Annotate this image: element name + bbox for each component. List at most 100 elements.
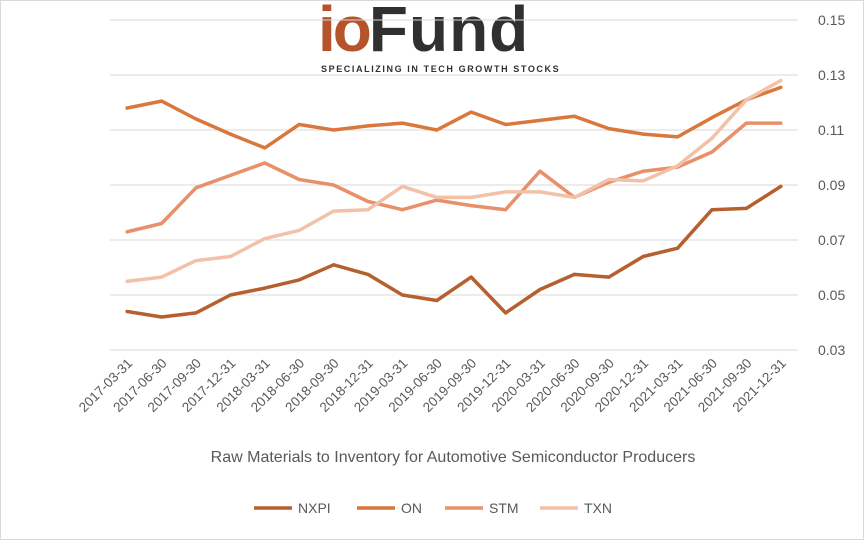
data-point — [400, 293, 404, 297]
data-point — [779, 121, 783, 125]
data-point — [469, 204, 473, 208]
data-point — [676, 164, 680, 168]
y-tick-label: 0.03 — [818, 342, 845, 358]
data-point — [228, 254, 232, 259]
data-point — [194, 186, 198, 190]
data-point — [779, 184, 783, 188]
data-point — [332, 209, 336, 213]
legend-item-stm: STM — [445, 500, 519, 516]
data-point — [297, 122, 301, 127]
data-point — [228, 293, 232, 297]
data-point — [641, 179, 645, 183]
logo-fund: Fund — [368, 0, 530, 65]
data-point — [263, 286, 267, 290]
data-point — [297, 177, 301, 182]
data-point — [710, 136, 714, 140]
data-point — [263, 237, 267, 241]
data-point — [366, 272, 370, 276]
y-tick-label: 0.05 — [818, 287, 845, 303]
data-point — [641, 132, 645, 136]
data-point — [744, 98, 749, 102]
data-point — [504, 311, 508, 315]
data-point — [332, 128, 336, 132]
series-line-stm — [125, 121, 783, 234]
logo-tagline: SPECIALIZING IN TECH GROWTH STOCKS — [321, 64, 561, 74]
data-point — [538, 169, 542, 173]
data-point — [744, 206, 749, 210]
data-point — [160, 275, 164, 279]
legend-label: STM — [489, 500, 519, 516]
series-stm — [125, 121, 783, 234]
data-point — [572, 114, 577, 118]
legend-label: ON — [401, 500, 422, 516]
y-tick-label: 0.15 — [818, 12, 845, 28]
data-point — [538, 190, 542, 194]
data-point — [160, 315, 164, 319]
data-point — [332, 183, 336, 187]
data-point — [125, 279, 129, 283]
data-point — [469, 110, 473, 114]
y-axis-ticks: 0.03 0.05 0.07 0.09 0.11 0.13 0.15 — [818, 12, 845, 358]
series-on — [125, 85, 783, 150]
data-point — [332, 263, 336, 267]
data-point — [779, 85, 783, 89]
data-point — [676, 135, 680, 139]
data-point — [194, 259, 198, 263]
data-point — [538, 118, 542, 122]
legend-label: NXPI — [298, 500, 331, 516]
data-point — [366, 199, 370, 204]
y-tick-label: 0.13 — [818, 67, 845, 83]
data-point — [607, 127, 611, 131]
data-point — [125, 106, 129, 110]
data-point — [779, 78, 783, 83]
legend-item-txn: TXN — [540, 500, 612, 516]
series-line-on — [125, 85, 783, 150]
legend-item-on: ON — [357, 500, 422, 516]
data-point — [125, 309, 129, 314]
legend-label: TXN — [584, 500, 612, 516]
data-point — [504, 208, 508, 212]
logo-wordmark: ioFund — [318, 0, 529, 64]
data-point — [400, 208, 404, 212]
data-point — [400, 184, 404, 188]
data-point — [228, 173, 232, 177]
logo-io: io — [318, 0, 372, 65]
data-point — [228, 132, 232, 136]
series-nxpi — [125, 184, 783, 319]
data-point — [160, 221, 164, 226]
data-point — [160, 99, 164, 103]
y-tick-label: 0.11 — [818, 122, 844, 138]
x-axis-ticks: 2017-03-312017-06-302017-09-302017-12-31… — [76, 356, 789, 415]
data-point — [641, 169, 645, 173]
legend-item-nxpi: NXPI — [254, 500, 331, 516]
data-point — [366, 208, 370, 212]
data-point — [194, 117, 198, 121]
data-point — [263, 146, 267, 150]
iofund-logo: ioFund SPECIALIZING IN TECH GROWTH STOCK… — [318, 0, 561, 80]
data-point — [400, 121, 404, 125]
data-point — [469, 195, 473, 199]
y-tick-label: 0.07 — [818, 232, 845, 248]
data-point — [572, 272, 577, 276]
legend: NXPI ON STM TXN — [254, 500, 612, 516]
data-point — [194, 311, 198, 315]
x-axis-title: Raw Materials to Inventory for Automotiv… — [211, 449, 696, 466]
data-point — [538, 287, 542, 292]
data-point — [607, 177, 611, 182]
data-point — [607, 275, 611, 279]
data-point — [710, 150, 714, 154]
data-point — [125, 230, 129, 234]
data-point — [297, 278, 301, 282]
series-line-txn — [125, 78, 783, 284]
y-tick-label: 0.09 — [818, 177, 845, 193]
data-point — [263, 161, 267, 165]
data-point — [676, 246, 680, 250]
series-line-nxpi — [125, 184, 783, 319]
data-point — [504, 190, 508, 194]
data-point — [641, 254, 645, 259]
series-txn — [125, 78, 783, 284]
data-point — [435, 298, 439, 303]
data-point — [469, 275, 473, 279]
data-point — [435, 195, 439, 199]
